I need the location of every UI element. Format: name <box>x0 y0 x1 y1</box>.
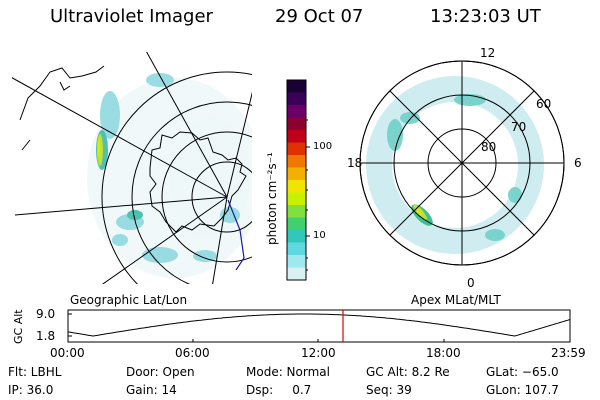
right-panel-caption: Apex MLat/MLT <box>411 293 501 307</box>
timeline-xtick-0000: 00:00 <box>50 346 85 360</box>
orbit-timeline <box>67 309 571 343</box>
mlt-label-18: 18 <box>347 156 363 170</box>
app-title: Ultraviolet Imager <box>50 6 213 27</box>
timeline-xtick-2359: 23:59 <box>551 346 586 360</box>
colorbar-segment <box>287 117 306 131</box>
colorbar-segment <box>287 242 306 256</box>
timeline-ytick-high: 9.0 <box>36 307 56 321</box>
mlt-label-6: 6 <box>574 156 582 170</box>
info-mode: Mode: Normal <box>246 365 330 379</box>
info-dsp: Dsp: 0.7 <box>246 383 312 397</box>
colorbar-segment <box>287 255 306 268</box>
colorbar-unit-label: photon cm⁻²s⁻¹ <box>265 152 279 245</box>
colorbar-segment <box>287 205 306 218</box>
colorbar-segment <box>287 267 306 281</box>
lat-label-80: 80 <box>481 140 497 154</box>
colorbar-segment <box>287 167 306 181</box>
timeline-ytick-low: 1.8 <box>36 329 56 343</box>
info-door: Door: Open <box>126 365 195 379</box>
geographic-map <box>12 52 252 284</box>
info-glat: GLat: −65.0 <box>486 365 559 379</box>
timeline-xtick-1800: 18:00 <box>426 346 461 360</box>
timeline-xtick-1200: 12:00 <box>301 346 336 360</box>
left-panel-caption: Geographic Lat/Lon <box>70 293 188 307</box>
info-gc-alt: GC Alt: 8.2 Re <box>366 365 450 379</box>
colorbar-ticks <box>306 119 310 271</box>
colorbar-segment <box>287 155 306 168</box>
colorbar-segment <box>287 142 306 156</box>
header-time: 13:23:03 UT <box>430 6 541 27</box>
colorbar-segment <box>287 217 306 231</box>
colorbar <box>287 80 306 281</box>
info-filter: Flt: LBHL <box>8 365 62 379</box>
timeline-y-label: GC Alt <box>12 309 25 344</box>
colorbar-segment <box>287 92 306 106</box>
colorbar-segment <box>287 180 306 193</box>
mlt-label-12: 12 <box>480 46 496 60</box>
colorbar-tick-10: 10 <box>313 230 326 241</box>
lat-label-70: 70 <box>511 120 527 134</box>
colorbar-segment <box>287 80 306 93</box>
info-gain: Gain: 14 <box>126 383 177 397</box>
lat-label-60: 60 <box>536 97 552 111</box>
polar-plot <box>359 60 565 266</box>
mlt-label-0: 0 <box>467 276 475 290</box>
info-ip: IP: 36.0 <box>8 383 54 397</box>
info-seq: Seq: 39 <box>366 383 412 397</box>
timeline-xtick-0600: 06:00 <box>175 346 210 360</box>
info-glon: GLon: 107.7 <box>486 383 559 397</box>
colorbar-tick-100: 100 <box>313 141 333 152</box>
colorbar-segment <box>287 130 306 143</box>
header-date: 29 Oct 07 <box>275 6 364 27</box>
colorbar-frame <box>286 79 307 281</box>
colorbar-segment <box>287 105 306 118</box>
colorbar-segment <box>287 192 306 206</box>
colorbar-segment <box>287 230 306 243</box>
